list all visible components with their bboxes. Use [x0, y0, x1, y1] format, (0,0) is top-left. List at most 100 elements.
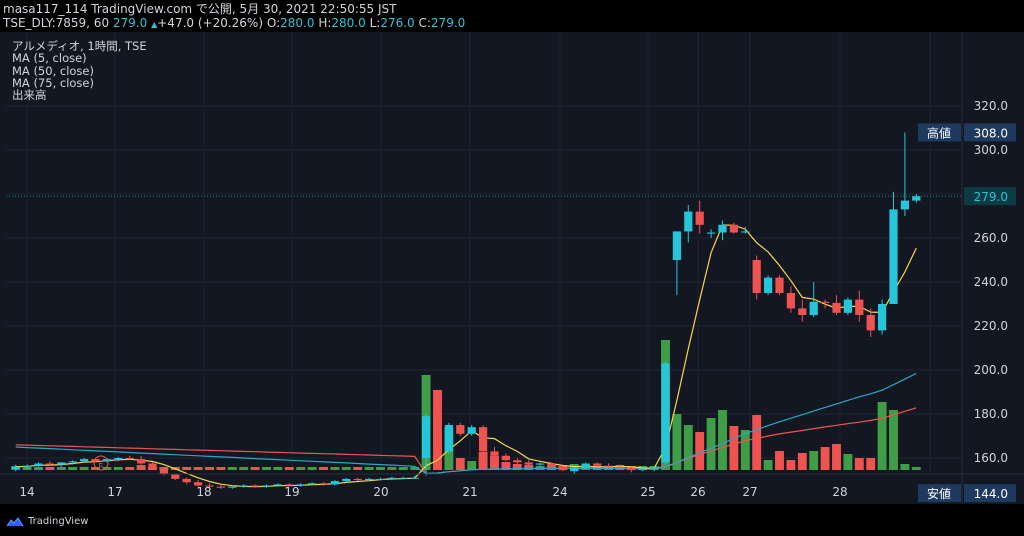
volume-bar: [227, 467, 237, 470]
candle-body: [364, 478, 374, 480]
candle-body: [262, 485, 271, 487]
symbol-label: TSE_DLY:7859, 60: [3, 16, 110, 30]
candle-body: [421, 416, 431, 458]
candle-body: [285, 484, 294, 486]
candlestick-chart[interactable]: E 160.0180.0200.0220.0240.0260.0280.0300…: [0, 32, 1024, 504]
volume-bar: [501, 462, 511, 470]
footer: TradingView: [0, 508, 1024, 536]
candle-body: [57, 462, 66, 465]
candle-body: [775, 277, 784, 293]
volume-bar: [911, 467, 921, 470]
candle-body: [741, 231, 750, 233]
x-tick-label: 25: [640, 485, 655, 499]
candle-body: [410, 477, 419, 479]
volume-bar: [718, 410, 727, 470]
candle-body: [877, 304, 887, 331]
tradingview-brand[interactable]: TradingView: [6, 516, 88, 527]
close-value: 279.0: [430, 16, 466, 30]
volume-bar: [341, 467, 351, 470]
x-tick-label: 24: [552, 485, 567, 499]
candle-body: [136, 459, 146, 464]
candle-body: [627, 467, 636, 471]
candle-body: [524, 462, 533, 465]
last-price: 279.0: [112, 16, 148, 30]
volume-bar: [353, 467, 363, 470]
volume-bar: [775, 451, 784, 470]
volume-bar: [182, 467, 192, 470]
candle-body: [843, 299, 853, 313]
volume-bar: [307, 467, 317, 470]
candle-body: [535, 463, 545, 465]
candle-body: [148, 463, 157, 468]
volume-bar: [740, 430, 750, 470]
candle-body: [695, 211, 704, 225]
candle-body: [205, 485, 214, 487]
high-marker: 高値 308.0: [918, 123, 1016, 142]
candle-body: [114, 458, 123, 460]
high-value: 280.0: [331, 16, 366, 30]
legend-ma75: MA (75, close): [12, 75, 94, 90]
candle-body: [900, 200, 910, 210]
volume-bar: [296, 467, 306, 470]
candle-body: [684, 211, 693, 232]
candle-body: [273, 484, 283, 486]
legend-ma50: MA (50, close): [12, 63, 94, 78]
candle-body: [798, 308, 807, 315]
candle-body: [501, 455, 511, 461]
low-marker: 安値 144.0: [918, 484, 1016, 503]
volume-bar: [854, 458, 864, 470]
candle-body: [330, 481, 340, 485]
candle-body: [786, 293, 796, 309]
candle-body: [718, 224, 727, 233]
candle-body: [706, 232, 716, 234]
x-tick-label: 26: [690, 485, 705, 499]
low-marker-value: 144.0: [974, 487, 1008, 501]
volume-bar: [410, 467, 420, 470]
x-tick-label: 27: [742, 485, 757, 499]
last-price-marker-box: [964, 187, 1016, 206]
volume-bar: [68, 467, 78, 470]
volume-bar: [752, 415, 762, 470]
candle-body: [581, 463, 590, 468]
high-marker-value: 308.0: [974, 126, 1008, 140]
open-value: 280.0: [280, 16, 315, 30]
y-tick-label: 180.0: [974, 407, 1008, 421]
volume-bar: [809, 451, 819, 470]
low-marker-box: [964, 484, 1016, 503]
candle-body: [638, 469, 647, 471]
last-price-marker-value: 279.0: [974, 190, 1008, 204]
volume-bar: [34, 467, 43, 470]
chart-area[interactable]: E 160.0180.0200.0220.0240.0260.0280.0300…: [0, 32, 1024, 504]
price-axis-bg: [962, 32, 1024, 504]
candle-body: [866, 315, 875, 331]
candle-body: [809, 301, 818, 315]
candle-body: [125, 458, 134, 460]
event-marker: E: [93, 455, 109, 471]
candle-body: [319, 483, 328, 485]
volume-bar: [490, 456, 499, 470]
candle-body: [171, 474, 180, 479]
volume-bar: [877, 402, 887, 470]
y-tick-label: 160.0: [974, 451, 1008, 465]
x-tick-label: 20: [373, 485, 388, 499]
volume-bar: [125, 467, 135, 470]
candle-body: [855, 299, 864, 315]
y-tick-label: 220.0: [974, 319, 1008, 333]
volume-bar: [91, 467, 100, 470]
volume-bar: [797, 453, 807, 470]
volume-bar: [79, 467, 89, 470]
x-tick-label: 21: [462, 485, 477, 499]
candle-body: [399, 477, 408, 479]
candle-body: [239, 485, 248, 487]
candle-body: [456, 425, 465, 434]
candle-body: [592, 463, 602, 466]
volume-bar: [512, 464, 522, 470]
up-arrow-icon: ▲: [151, 20, 158, 29]
candle-body: [513, 460, 522, 463]
candle-body: [763, 277, 773, 293]
candle-body: [250, 485, 260, 487]
volume-bar: [786, 460, 796, 470]
volume-bar: [866, 458, 876, 470]
volume-bar: [319, 467, 328, 470]
tradingview-logo-icon: [6, 516, 24, 526]
